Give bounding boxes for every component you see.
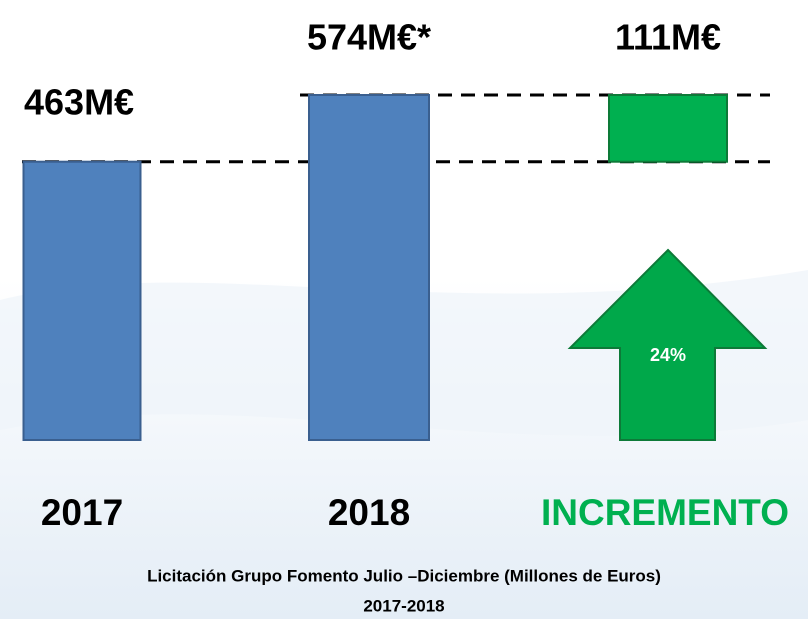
x-tick-label: 2018	[328, 492, 410, 533]
value-label: 574M€*	[307, 17, 431, 58]
bar	[308, 94, 430, 441]
bar	[22, 160, 142, 441]
value-label: 111M€	[615, 17, 721, 58]
value-label: 463M€	[24, 82, 134, 123]
increase-arrow	[567, 248, 768, 441]
x-tick-label: INCREMENTO	[541, 492, 789, 533]
chart-subtitle: 2017-2018	[363, 596, 444, 615]
chart-title: Licitación Grupo Fomento Julio –Diciembr…	[147, 566, 661, 585]
bar	[608, 94, 728, 163]
annotation: 24%	[650, 345, 686, 365]
x-tick-label: 2017	[41, 492, 123, 533]
